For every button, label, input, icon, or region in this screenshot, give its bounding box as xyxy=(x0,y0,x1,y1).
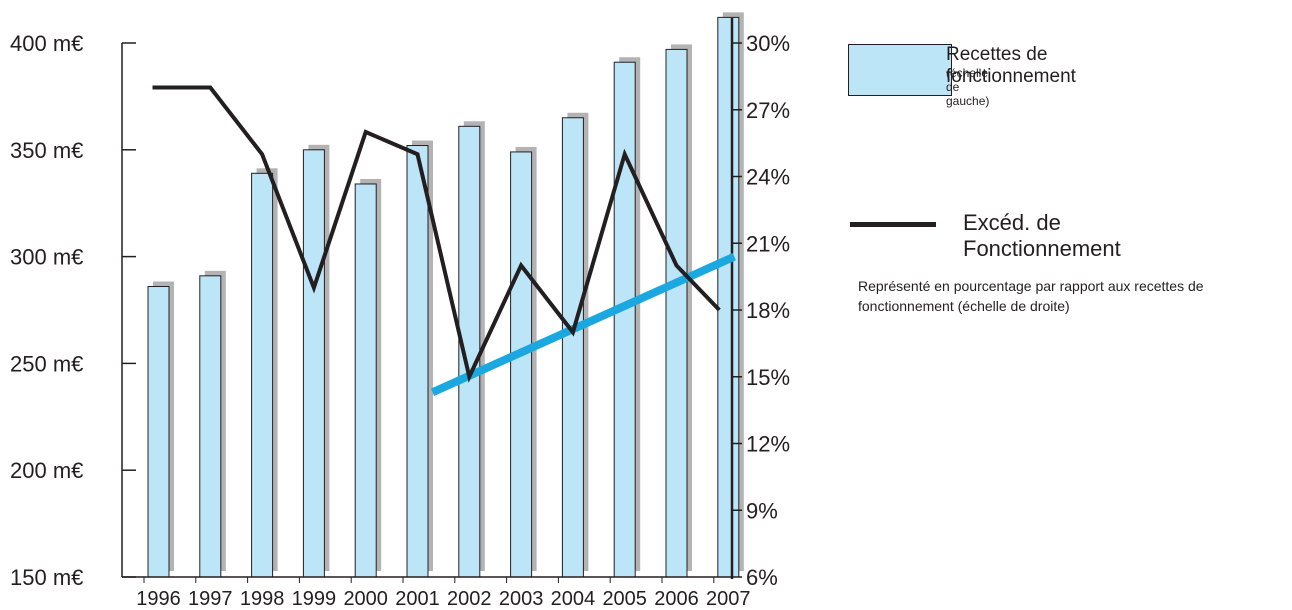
x-tick-label: 1996 xyxy=(136,588,181,610)
x-tick-label: 2000 xyxy=(343,588,388,610)
left-axis-ticks: 150 m€ 200 m€ 250 m€ 300 m€ 350 m€ 400 m€ xyxy=(10,31,136,590)
bar xyxy=(717,16,740,578)
right-tick-label: 30% xyxy=(746,31,790,56)
left-tick-label: 300 m€ xyxy=(10,245,83,270)
bar xyxy=(251,172,274,578)
x-tick-label: 2006 xyxy=(654,588,699,610)
left-tick-label: 150 m€ xyxy=(10,565,83,590)
trendline xyxy=(430,252,736,396)
x-tick-label: 1998 xyxy=(240,588,285,610)
right-tick-label: 27% xyxy=(746,98,790,123)
bar xyxy=(199,275,222,578)
x-tick-label: 2003 xyxy=(499,588,544,610)
axes xyxy=(121,18,734,579)
legend-bar-note: (échelle de gauche) xyxy=(946,66,990,108)
bar xyxy=(147,286,170,578)
x-tick-label: 2001 xyxy=(395,588,440,610)
x-tick-label: 2005 xyxy=(602,588,647,610)
right-tick-label: 6% xyxy=(746,565,778,590)
left-tick-label: 250 m€ xyxy=(10,351,83,376)
legend-bar-swatch xyxy=(848,44,952,96)
bar xyxy=(561,117,584,578)
trendline-layer xyxy=(430,252,736,396)
x-tick-label: 2002 xyxy=(447,588,492,610)
right-tick-label: 18% xyxy=(746,298,790,323)
x-axis-ticks: 1996 1997 1998 1999 2000 2001 2002 2003 2004 2005… xyxy=(136,577,751,610)
line-layer xyxy=(152,85,721,383)
legend-bar-label: Recettes de fonctionnement xyxy=(946,44,1076,87)
right-tick-label: 12% xyxy=(746,432,790,457)
bar xyxy=(354,183,377,578)
bar xyxy=(613,61,636,578)
bar xyxy=(665,48,688,578)
left-tick-label: 200 m€ xyxy=(10,458,83,483)
x-tick-label: 1997 xyxy=(188,588,233,610)
right-axis-ticks: 6% 9% 12% 15% 18% 21% 24% 27% 30% xyxy=(732,31,790,590)
bar xyxy=(510,151,533,578)
right-tick-label: 15% xyxy=(746,365,790,390)
left-tick-label: 400 m€ xyxy=(10,31,83,56)
x-tick-label: 1999 xyxy=(292,588,337,610)
right-tick-label: 21% xyxy=(746,231,790,256)
right-tick-label: 9% xyxy=(746,498,778,523)
left-tick-label: 350 m€ xyxy=(10,138,83,163)
bar xyxy=(406,145,429,578)
excedent-line xyxy=(152,85,721,383)
x-tick-label: 2007 xyxy=(706,588,751,610)
bar xyxy=(302,149,325,578)
right-tick-label: 24% xyxy=(746,165,790,190)
legend-line-label: Excéd. de Fonctionnement xyxy=(963,210,1121,261)
legend-line-swatch xyxy=(850,222,936,227)
legend-line-note: Représenté en pourcentage par rapport au… xyxy=(858,278,1204,314)
x-tick-label: 2004 xyxy=(551,588,596,610)
